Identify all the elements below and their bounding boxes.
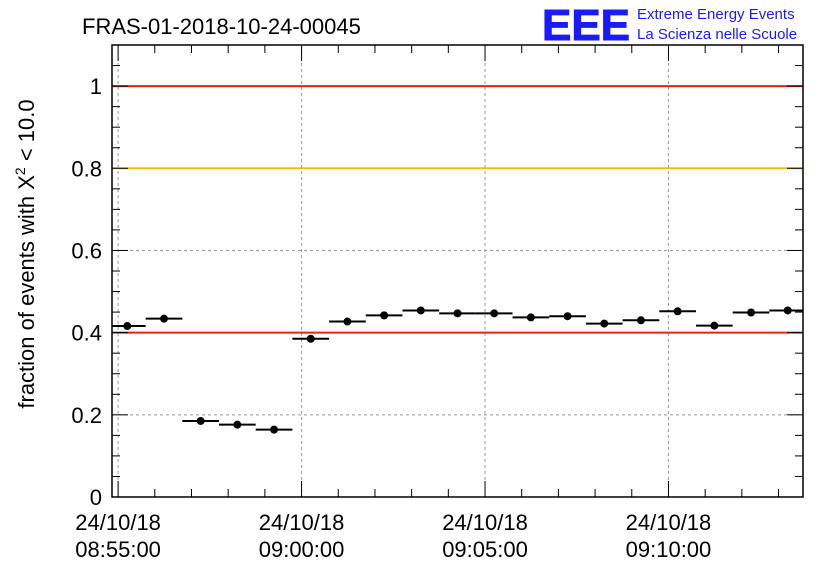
data-point — [123, 322, 132, 331]
data-point — [453, 309, 462, 318]
data-point — [563, 312, 572, 321]
data-points — [112, 306, 803, 434]
data-point — [270, 425, 279, 434]
x-tick-time-label: 08:55:00 — [75, 537, 161, 562]
data-point — [343, 317, 352, 326]
logo-mark: EEE — [542, 1, 630, 50]
y-tick-label: 0.2 — [71, 403, 102, 428]
data-point — [783, 306, 792, 315]
data-point — [600, 319, 609, 328]
y-tick-label: 0 — [90, 485, 102, 510]
data-point — [710, 321, 719, 330]
logo-line1: Extreme Energy Events — [637, 6, 795, 23]
x-tick-time-label: 09:00:00 — [259, 537, 345, 562]
data-point — [416, 306, 425, 315]
axes — [111, 44, 804, 498]
data-point — [636, 316, 645, 325]
y-tick-label: 0.8 — [71, 156, 102, 181]
x-tick-date-label: 24/10/18 — [626, 510, 712, 535]
tick-labels: 00.20.40.60.8124/10/1808:55:0024/10/1809… — [71, 74, 711, 562]
data-point — [306, 334, 315, 343]
x-tick-time-label: 09:05:00 — [442, 537, 528, 562]
eee-logo: EEE Extreme Energy Events La Scienza nel… — [542, 1, 798, 51]
y-axis-label-tail: < 10.0 — [14, 99, 39, 167]
y-tick-label: 1 — [90, 74, 102, 99]
y-tick-label: 0.4 — [71, 321, 102, 346]
data-point — [526, 313, 535, 322]
data-point — [380, 311, 389, 320]
x-tick-date-label: 24/10/18 — [442, 510, 528, 535]
data-point — [490, 309, 499, 318]
y-axis-label-main: fraction of events with X — [14, 175, 39, 409]
data-point — [196, 416, 205, 425]
y-axis-label: fraction of events with X2 < 10.0 — [12, 99, 39, 408]
plot-frame — [111, 44, 804, 498]
logo-line2: La Scienza nelle Scuole — [637, 26, 797, 43]
data-point — [233, 420, 242, 429]
data-point — [673, 307, 682, 316]
x-tick-time-label: 09:10:00 — [626, 537, 712, 562]
data-point — [747, 308, 756, 317]
grid — [112, 45, 803, 497]
reference-lines — [112, 85, 803, 334]
data-point — [159, 314, 168, 323]
chart-title: FRAS-01-2018-10-24-00045 — [82, 14, 361, 39]
x-tick-date-label: 24/10/18 — [75, 510, 161, 535]
x-tick-date-label: 24/10/18 — [259, 510, 345, 535]
y-axis-label-sup: 2 — [12, 167, 28, 175]
y-tick-label: 0.6 — [71, 238, 102, 263]
